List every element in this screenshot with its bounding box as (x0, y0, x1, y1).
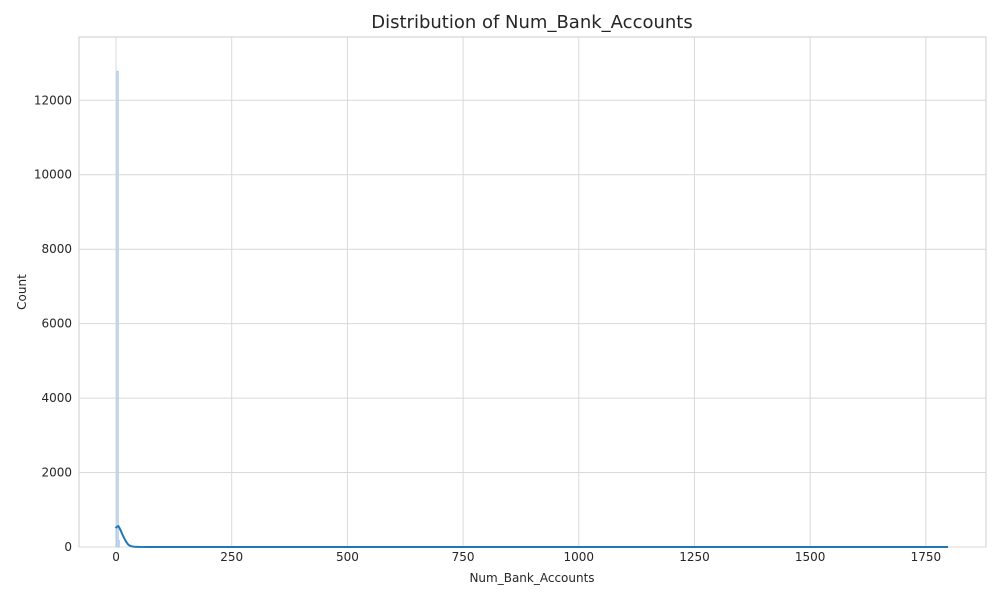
y-tick-label: 8000 (41, 242, 72, 256)
y-tick-label: 6000 (41, 317, 72, 331)
y-tick-label: 12000 (34, 93, 72, 107)
y-tick-label: 4000 (41, 391, 72, 405)
plot-area (78, 36, 987, 548)
x-tick-label: 750 (452, 550, 475, 564)
x-tick-label: 250 (220, 550, 243, 564)
y-axis-label: Count (15, 274, 29, 310)
histogram-bar (116, 70, 119, 548)
kde-line (114, 524, 949, 548)
x-tick-label: 1250 (679, 550, 710, 564)
x-tick-label: 0 (112, 550, 120, 564)
y-tick-label: 10000 (34, 168, 72, 182)
x-tick-label: 500 (336, 550, 359, 564)
histogram-bar (117, 539, 120, 548)
y-tick-label: 0 (64, 540, 72, 554)
x-tick-label: 1500 (795, 550, 826, 564)
grid-lines (79, 37, 986, 548)
chart-title: Distribution of Num_Bank_Accounts (371, 12, 692, 33)
y-axis-ticks: 0 2000 4000 6000 8000 10000 12000 (34, 93, 72, 554)
x-axis-ticks: 0 250 500 750 1000 1250 1500 1750 (112, 550, 941, 564)
x-axis-label: Num_Bank_Accounts (469, 571, 594, 585)
x-tick-label: 1750 (911, 550, 942, 564)
x-tick-label: 1000 (564, 550, 595, 564)
y-tick-label: 2000 (41, 466, 72, 480)
